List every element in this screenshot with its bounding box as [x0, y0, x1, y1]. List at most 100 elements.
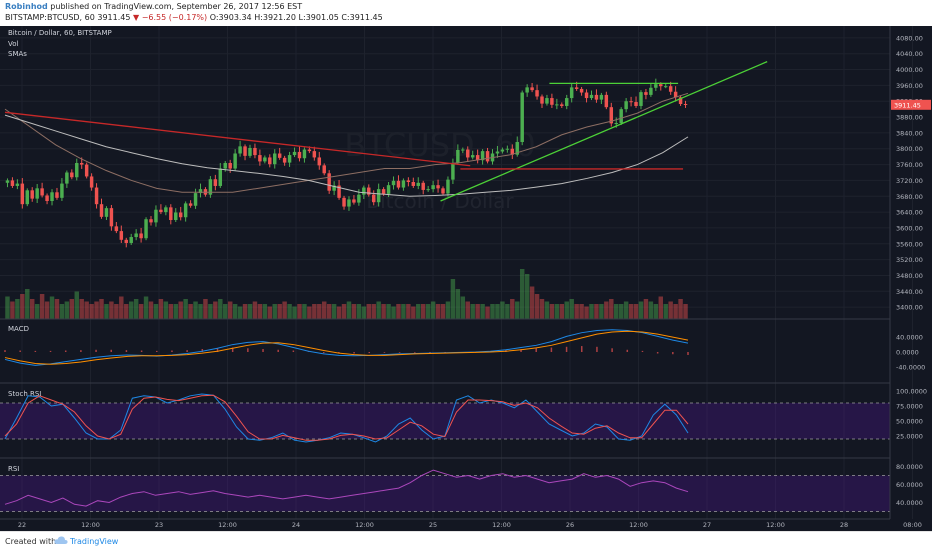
candle-body	[332, 185, 336, 191]
time-tick-label: 12:00	[629, 521, 648, 529]
volume-bar	[341, 304, 347, 319]
indicator-tick-label: 100.0000	[896, 388, 927, 396]
candle-body	[228, 162, 232, 169]
annotation-descending-trendline-line	[4, 111, 471, 167]
volume-bar	[148, 301, 154, 319]
volume-bar	[425, 304, 431, 319]
sma-long-line	[4, 114, 689, 197]
candle-body	[178, 212, 183, 218]
candle-body	[124, 239, 128, 243]
volume-bar	[79, 299, 84, 319]
volume-bar	[470, 304, 475, 319]
candle-body	[569, 87, 574, 99]
candle-body	[540, 96, 544, 104]
candle-body	[35, 188, 39, 199]
volume-bar	[15, 299, 20, 319]
volume-bar	[599, 304, 604, 319]
volume-bar	[124, 304, 129, 319]
volume-bar	[500, 301, 505, 319]
volume-bar	[475, 304, 480, 319]
volume-bar	[247, 304, 253, 319]
macd-macd-line	[4, 329, 689, 366]
volume-bar	[623, 301, 629, 319]
time-tick-label: 25	[429, 521, 437, 529]
candle-body	[515, 142, 519, 155]
price-tick-label: 3880.00	[896, 114, 923, 122]
symbol-label: BITSTAMP:BTCUSD, 60	[5, 13, 95, 22]
volume-bar	[178, 301, 183, 319]
volume-bar	[643, 299, 649, 319]
candle-body	[461, 149, 465, 151]
chart-area[interactable]: BTCUSD, 60 Bitcoin / Dollar 4080.00 4040.…	[0, 26, 932, 531]
volume-bar	[346, 301, 352, 319]
legend-vol: Vol	[8, 40, 19, 48]
volume-bar	[564, 301, 569, 319]
candle-body	[555, 104, 559, 106]
volume-bar	[218, 299, 223, 319]
candle-body	[416, 182, 420, 186]
volume-bar	[584, 306, 589, 319]
candle-body	[357, 194, 361, 203]
tradingview-link[interactable]: TradingView	[70, 537, 119, 546]
annotation-ascending-support-line	[440, 61, 768, 202]
volume-bar	[232, 304, 238, 319]
volume-bar	[237, 306, 243, 319]
candle-body	[352, 199, 356, 203]
price-tick-label: 4080.00	[896, 34, 923, 42]
candle-body	[480, 151, 485, 161]
indicator-tick-label: 50.0000	[896, 418, 923, 426]
open-value: 3903.34	[218, 13, 252, 22]
rsi-rsi-line	[4, 469, 689, 507]
volume-bar	[638, 301, 644, 319]
volume-bar	[653, 304, 659, 319]
candle-body	[25, 190, 30, 205]
candle-body	[258, 155, 262, 162]
candle-body	[446, 179, 450, 194]
volume-bar	[534, 294, 540, 319]
volume-bar	[510, 299, 515, 319]
candle-body	[144, 219, 148, 239]
candle-body	[367, 187, 371, 195]
publish-header: Robinhod published on TradingView.com, S…	[0, 0, 932, 26]
candle-body	[238, 146, 242, 154]
indicator-tick-label: 25.0000	[896, 433, 923, 441]
volume-bar	[5, 296, 10, 319]
indicator-tick-label: 80.0000	[896, 463, 923, 471]
candle-body	[55, 192, 59, 198]
volume-bar	[193, 301, 198, 319]
candle-body	[193, 193, 198, 206]
volume-bar	[594, 304, 599, 319]
volume-bar	[59, 304, 65, 319]
candle-body	[466, 149, 470, 158]
volume-bar	[158, 299, 164, 319]
candle-body	[84, 164, 89, 177]
candle-body	[65, 172, 69, 184]
candle-body	[109, 208, 114, 227]
candle-body	[584, 92, 589, 99]
price-tick-label: 3960.00	[896, 82, 923, 90]
candle-body	[104, 208, 109, 217]
price-change: −6.55 (−0.17%)	[141, 13, 208, 22]
candle-body	[381, 189, 386, 194]
high-value: 3921.20	[262, 13, 296, 22]
candle-body	[495, 151, 500, 154]
candle-body	[663, 86, 668, 88]
volume-bar	[29, 299, 35, 319]
candle-body	[20, 183, 25, 205]
candle-body	[287, 155, 292, 163]
time-tick-label: 27	[703, 521, 711, 529]
volume-bar	[128, 301, 134, 319]
candle-body	[15, 183, 20, 186]
candle-body	[292, 151, 297, 156]
volume-bar	[381, 304, 386, 319]
volume-bar	[435, 304, 441, 319]
publisher-link[interactable]: Robinhod	[5, 2, 48, 11]
overbought-oversold-band	[0, 403, 890, 439]
candle-body	[376, 189, 381, 203]
candle-body	[268, 157, 272, 165]
candle-body	[599, 94, 604, 100]
volume-bar	[411, 306, 416, 319]
volume-bar	[138, 304, 144, 319]
volume-bar	[633, 304, 639, 319]
volume-bar	[257, 304, 263, 319]
